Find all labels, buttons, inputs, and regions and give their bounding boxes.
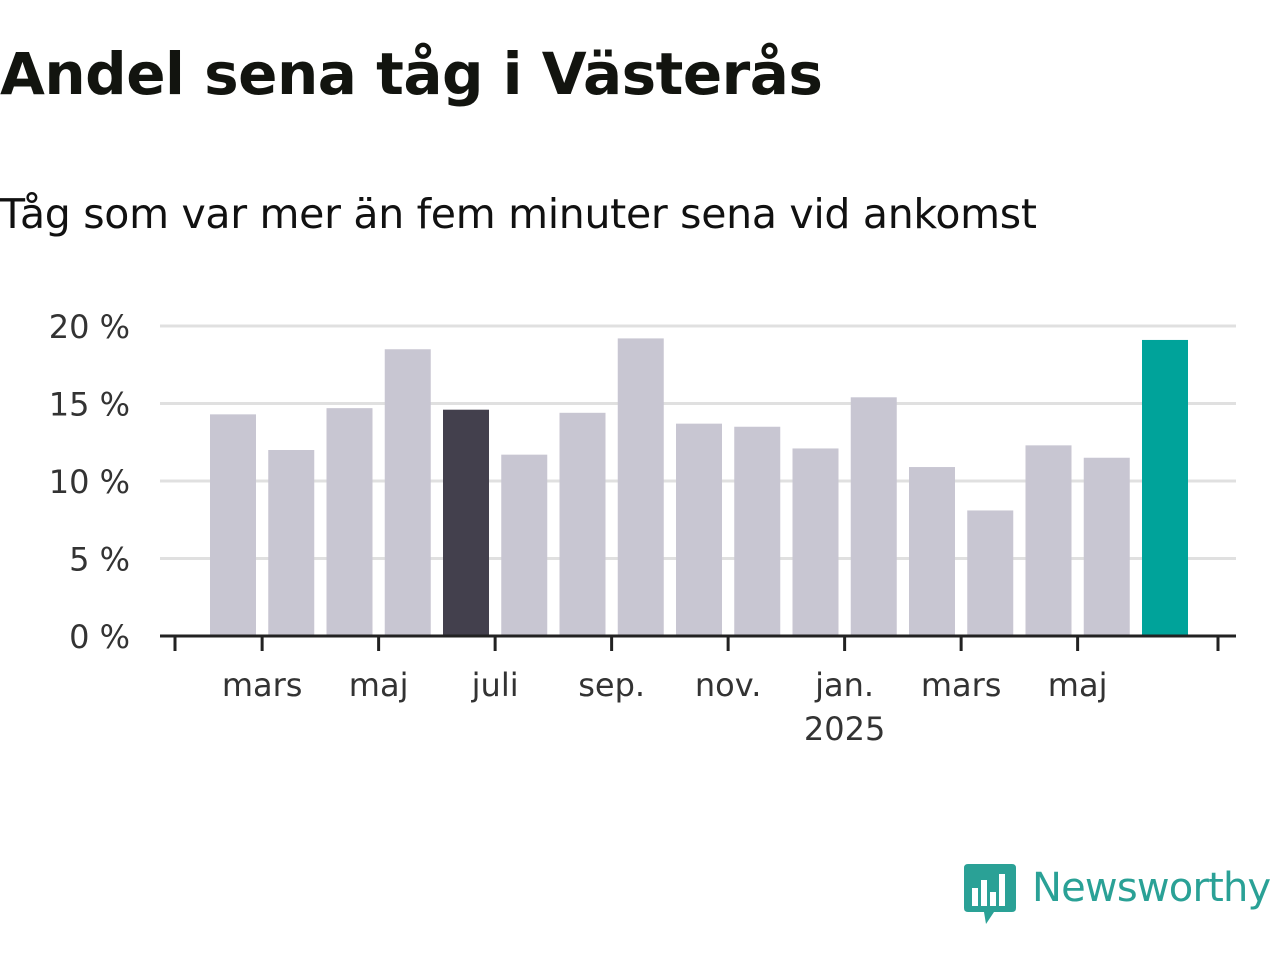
bar-2025-05 — [1083, 457, 1130, 636]
x-tick-label: nov. — [695, 666, 761, 704]
chart-title: Andel sena tåg i Västerås — [0, 40, 823, 108]
bar-2025-02 — [909, 467, 955, 636]
bar-2024-10 — [676, 423, 722, 636]
x-tick-label: maj — [1048, 666, 1108, 704]
bar-2024-09 — [617, 338, 664, 636]
chart-subtitle: Tåg som var mer än fem minuter sena vid … — [0, 190, 1037, 238]
bar-2025-06 — [1142, 339, 1188, 636]
bar-2025-01 — [850, 397, 897, 636]
bar-chart-speech-bubble-icon — [964, 864, 1016, 924]
x-tick-label: mars — [222, 666, 303, 704]
x-tick-label: juli — [471, 666, 519, 704]
x-tick-label: jan. — [814, 666, 874, 704]
y-axis-labels: 0 % 5 % 10 % 15 % 20 % — [49, 308, 130, 656]
y-tick-label: 0 % — [69, 618, 130, 656]
x-tick-label: sep. — [578, 666, 645, 704]
bar-2024-08 — [559, 412, 606, 636]
bar-2024-02 — [210, 414, 256, 636]
bar-2024-07 — [501, 454, 548, 636]
x-axis: mars maj juli sep. nov. jan. 2025 mars maj — [160, 634, 1236, 748]
y-tick-label: 20 % — [49, 308, 130, 346]
logo-text: Newsworthy — [1032, 865, 1271, 911]
bar-2024-03 — [268, 450, 315, 636]
x-tick-label: maj — [349, 666, 409, 704]
x-tick-label: mars — [921, 666, 1002, 704]
bar-2025-04 — [1025, 445, 1072, 636]
bar-2024-11 — [734, 426, 781, 636]
bars — [210, 338, 1188, 636]
bar-2025-03 — [967, 510, 1014, 636]
bar-2024-04 — [326, 408, 373, 636]
newsworthy-logo: Newsworthy — [964, 864, 1271, 926]
y-tick-label: 15 % — [49, 386, 130, 424]
bar-2024-12 — [792, 448, 839, 636]
y-tick-label: 10 % — [49, 463, 130, 501]
x-tick-year-label: 2025 — [804, 710, 885, 748]
bar-2024-05 — [384, 349, 431, 636]
y-tick-label: 5 % — [69, 541, 130, 579]
bar-2024-06 — [443, 409, 489, 636]
